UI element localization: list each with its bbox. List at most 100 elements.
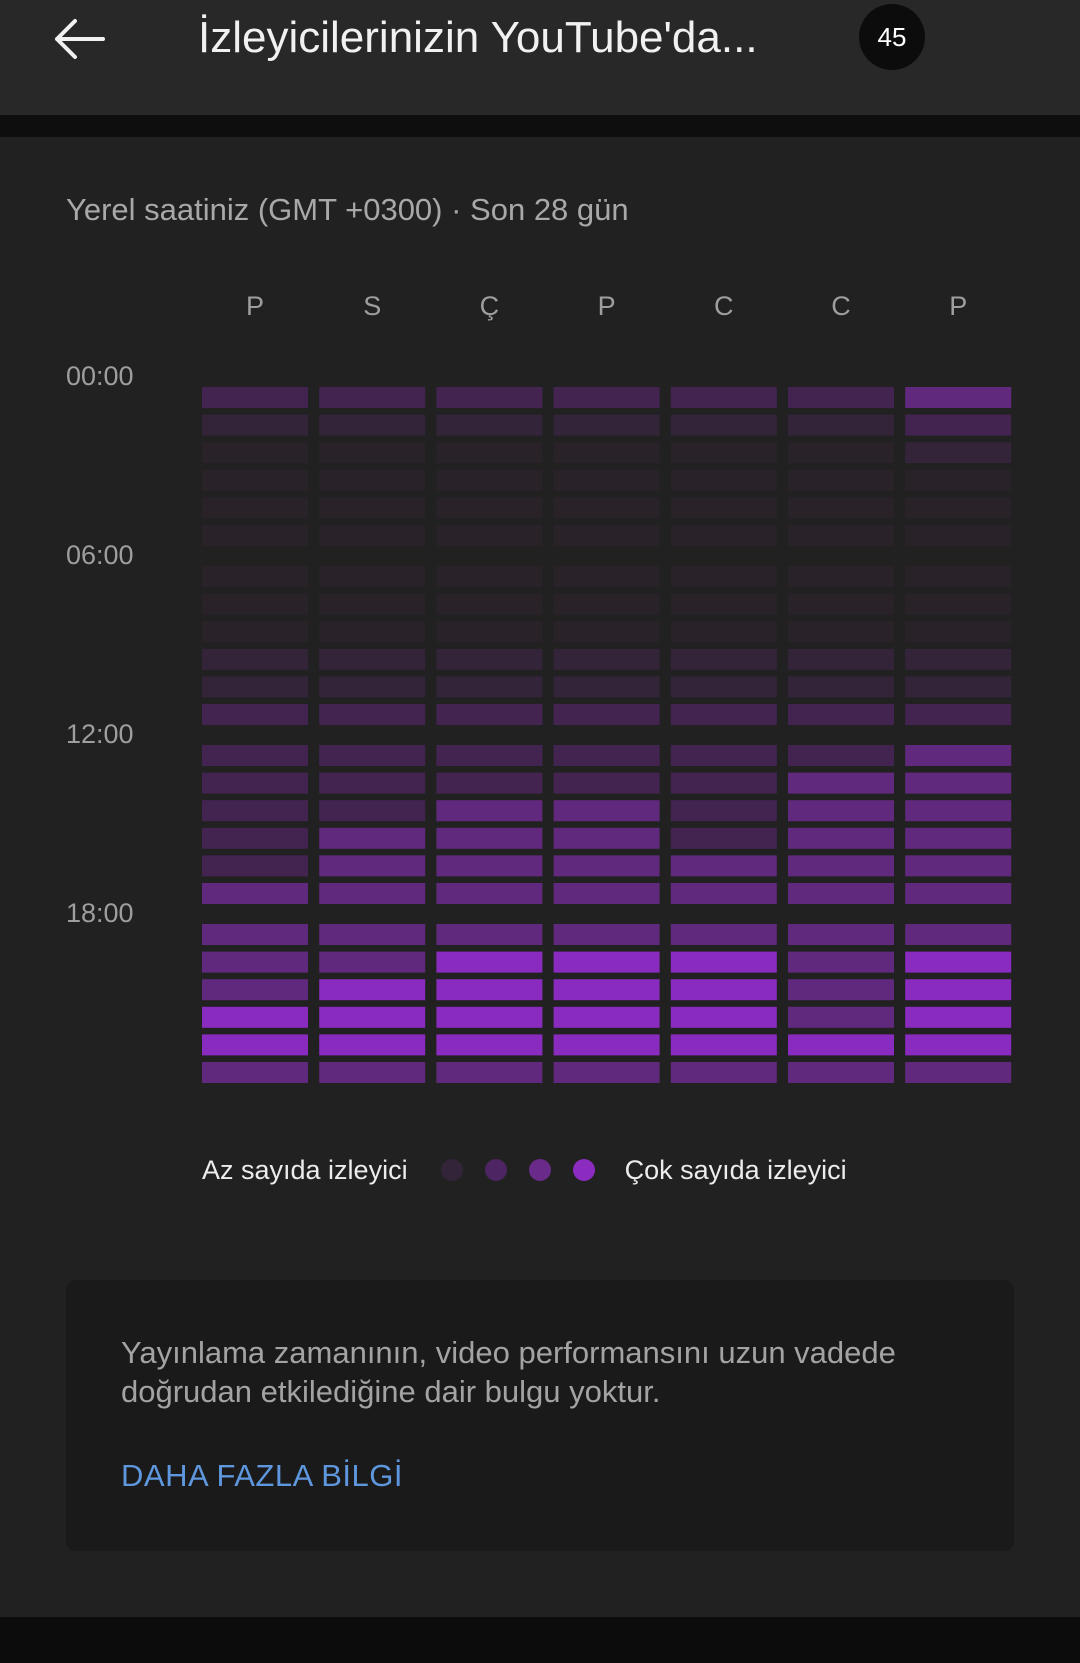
heatmap-cell[interactable] — [553, 414, 660, 436]
heatmap-cell[interactable] — [319, 1034, 426, 1056]
heatmap-cell[interactable] — [319, 593, 426, 615]
heatmap-cell[interactable] — [319, 855, 426, 877]
heatmap-cell[interactable] — [436, 469, 543, 491]
heatmap-cell[interactable] — [202, 387, 308, 408]
heatmap-cell[interactable] — [788, 745, 894, 766]
heatmap-cell[interactable] — [436, 827, 543, 849]
heatmap-cell[interactable] — [553, 676, 660, 698]
heatmap-cell[interactable] — [436, 800, 543, 822]
heatmap-cell[interactable] — [670, 704, 777, 725]
heatmap-cell[interactable] — [905, 979, 1012, 1001]
heatmap-cell[interactable] — [553, 800, 660, 822]
heatmap-cell[interactable] — [319, 497, 426, 519]
heatmap-cell[interactable] — [319, 979, 426, 1001]
heatmap-cell[interactable] — [319, 827, 426, 849]
heatmap-cell[interactable] — [788, 883, 894, 904]
heatmap-cell[interactable] — [553, 1006, 660, 1028]
heatmap-cell[interactable] — [202, 704, 308, 725]
notification-badge[interactable]: 45 — [859, 4, 925, 70]
heatmap-cell[interactable] — [905, 924, 1012, 945]
heatmap-cell[interactable] — [553, 924, 660, 945]
heatmap-cell[interactable] — [553, 855, 660, 877]
heatmap-cell[interactable] — [436, 676, 543, 698]
heatmap-cell[interactable] — [202, 442, 308, 464]
heatmap-cell[interactable] — [670, 648, 777, 670]
heatmap-cell[interactable] — [670, 442, 777, 464]
heatmap-cell[interactable] — [319, 676, 426, 698]
heatmap-cell[interactable] — [319, 1006, 426, 1028]
heatmap-cell[interactable] — [202, 855, 308, 877]
heatmap-cell[interactable] — [670, 979, 777, 1001]
heatmap-cell[interactable] — [670, 566, 777, 587]
heatmap-cell[interactable] — [905, 469, 1012, 491]
heatmap-cell[interactable] — [436, 387, 543, 408]
heatmap-cell[interactable] — [670, 772, 777, 794]
heatmap-cell[interactable] — [436, 566, 543, 587]
heatmap-cell[interactable] — [670, 745, 777, 766]
heatmap-cell[interactable] — [436, 924, 543, 945]
heatmap-cell[interactable] — [202, 924, 308, 945]
heatmap-cell[interactable] — [202, 676, 308, 698]
heatmap-cell[interactable] — [788, 704, 894, 725]
heatmap-cell[interactable] — [202, 497, 308, 519]
heatmap-cell[interactable] — [905, 566, 1012, 587]
heatmap-cell[interactable] — [202, 593, 308, 615]
heatmap-cell[interactable] — [788, 855, 894, 877]
heatmap-cell[interactable] — [905, 772, 1012, 794]
heatmap-cell[interactable] — [553, 951, 660, 973]
heatmap-cell[interactable] — [436, 883, 543, 904]
heatmap-cell[interactable] — [788, 924, 894, 945]
heatmap-cell[interactable] — [553, 772, 660, 794]
heatmap-cell[interactable] — [905, 648, 1012, 670]
heatmap-cell[interactable] — [319, 883, 426, 904]
heatmap-cell[interactable] — [788, 951, 894, 973]
heatmap-cell[interactable] — [553, 621, 660, 643]
heatmap-cell[interactable] — [553, 497, 660, 519]
heatmap-cell[interactable] — [670, 827, 777, 849]
heatmap-cell[interactable] — [553, 827, 660, 849]
heatmap-cell[interactable] — [905, 1034, 1012, 1056]
heatmap-cell[interactable] — [202, 525, 308, 546]
heatmap-cell[interactable] — [436, 745, 543, 766]
heatmap-cell[interactable] — [202, 1062, 308, 1083]
heatmap-cell[interactable] — [319, 621, 426, 643]
heatmap-cell[interactable] — [788, 566, 894, 587]
learn-more-link[interactable]: DAHA FAZLA BİLGİ — [121, 1458, 403, 1493]
heatmap-cell[interactable] — [788, 469, 894, 491]
heatmap-cell[interactable] — [436, 497, 543, 519]
heatmap-cell[interactable] — [788, 800, 894, 822]
heatmap-cell[interactable] — [905, 442, 1012, 464]
heatmap-cell[interactable] — [670, 593, 777, 615]
heatmap-cell[interactable] — [553, 648, 660, 670]
heatmap-cell[interactable] — [670, 621, 777, 643]
heatmap-cell[interactable] — [202, 566, 308, 587]
heatmap-cell[interactable] — [553, 704, 660, 725]
heatmap-cell[interactable] — [436, 1062, 543, 1083]
heatmap-cell[interactable] — [319, 414, 426, 436]
heatmap-cell[interactable] — [670, 525, 777, 546]
heatmap-cell[interactable] — [905, 883, 1012, 904]
heatmap-cell[interactable] — [905, 593, 1012, 615]
heatmap-cell[interactable] — [202, 827, 308, 849]
heatmap-cell[interactable] — [788, 1006, 894, 1028]
heatmap-cell[interactable] — [202, 648, 308, 670]
heatmap-cell[interactable] — [319, 525, 426, 546]
heatmap-cell[interactable] — [202, 745, 308, 766]
heatmap-cell[interactable] — [905, 1006, 1012, 1028]
heatmap-cell[interactable] — [553, 525, 660, 546]
heatmap-cell[interactable] — [905, 704, 1012, 725]
heatmap-cell[interactable] — [670, 497, 777, 519]
heatmap-cell[interactable] — [436, 525, 543, 546]
heatmap-cell[interactable] — [202, 1034, 308, 1056]
heatmap-cell[interactable] — [553, 1062, 660, 1083]
heatmap-cell[interactable] — [905, 827, 1012, 849]
heatmap-cell[interactable] — [553, 745, 660, 766]
heatmap-cell[interactable] — [788, 442, 894, 464]
heatmap-cell[interactable] — [553, 883, 660, 904]
heatmap-cell[interactable] — [788, 387, 894, 408]
heatmap-cell[interactable] — [319, 951, 426, 973]
heatmap-cell[interactable] — [436, 621, 543, 643]
heatmap-cell[interactable] — [905, 676, 1012, 698]
heatmap-cell[interactable] — [202, 883, 308, 904]
heatmap-cell[interactable] — [788, 676, 894, 698]
